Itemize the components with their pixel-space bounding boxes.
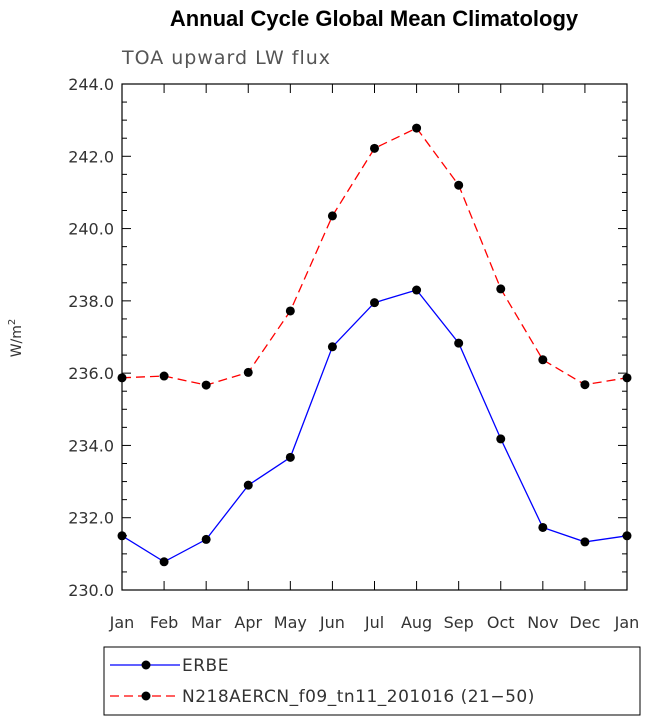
x-tick-label: Mar: [191, 613, 222, 632]
series-0-point: [412, 285, 422, 295]
series-1-point: [496, 284, 506, 294]
series-1-point: [285, 306, 295, 316]
x-tick-label: Aug: [401, 613, 432, 632]
series-1-point: [412, 123, 422, 133]
y-tick-label: 234.0: [68, 436, 114, 455]
y-tick-label: 244.0: [68, 75, 114, 94]
legend-label-model: N218AERCN_f09_tn11_201016 (21−50): [182, 687, 535, 707]
series-1-point: [201, 380, 211, 390]
series-1-point: [327, 211, 337, 221]
x-tick-label: Nov: [527, 613, 558, 632]
series-1-point: [580, 380, 590, 390]
plot-frame: [121, 83, 628, 591]
series-group: [117, 123, 632, 567]
series-0-point: [496, 434, 506, 444]
chart-subtitle: TOA upward LW flux: [121, 47, 331, 69]
series-0-point: [622, 531, 632, 541]
series-0-point: [117, 531, 127, 541]
legend: ERBE N218AERCN_f09_tn11_201016 (21−50): [103, 646, 641, 716]
series-0-point: [285, 452, 295, 462]
series-1-point: [159, 371, 169, 381]
y-axis-label: W/m2: [7, 319, 25, 358]
series-1-point: [538, 355, 548, 365]
x-tick-label: Jan: [109, 613, 135, 632]
legend-marker-erbe: [141, 660, 151, 670]
chart-title: Annual Cycle Global Mean Climatology: [170, 6, 579, 31]
x-tick-label: Dec: [569, 613, 600, 632]
series-1-point: [243, 367, 253, 377]
legend-box: [103, 646, 641, 716]
y-tick-label: 240.0: [68, 220, 114, 239]
series-0-point: [327, 342, 337, 352]
x-tick-label: Jul: [364, 613, 384, 632]
y-tick-label: 242.0: [68, 147, 114, 166]
x-tick-label: Feb: [150, 613, 178, 632]
legend-label-erbe: ERBE: [182, 656, 229, 676]
axes-group: 230.0 232.0 234.0 236.0 238.0 240.0 242.0 244.0…: [68, 75, 639, 632]
legend-marker-model: [141, 691, 151, 701]
series-0-point: [454, 338, 464, 348]
series-line-1: [121, 127, 628, 386]
x-tick-label: May: [274, 613, 307, 632]
y-tick-label: 236.0: [68, 364, 114, 383]
series-0-point: [201, 534, 211, 544]
x-tick-label: Sep: [444, 613, 474, 632]
series-0-point: [159, 557, 169, 567]
series-line-0: [121, 289, 628, 563]
x-tick-label: Jun: [319, 613, 345, 632]
series-1-point: [454, 180, 464, 190]
x-tick-label: Apr: [234, 613, 262, 632]
series-1-point: [117, 373, 127, 383]
y-tick-label: 232.0: [68, 509, 114, 528]
y-tick-label: 238.0: [68, 292, 114, 311]
series-1-point: [622, 373, 632, 383]
series-0-point: [243, 480, 253, 490]
series-0-point: [580, 537, 590, 547]
y-axis-label-exponent: 2: [7, 319, 18, 325]
series-0-point: [370, 298, 379, 308]
series-0-point: [538, 522, 548, 532]
y-axis-label-unit: W/m: [9, 325, 25, 357]
y-tick-label: 230.0: [68, 581, 114, 600]
x-tick-label: Jan: [614, 613, 640, 632]
series-1-point: [370, 143, 379, 153]
x-tick-label: Oct: [487, 613, 515, 632]
